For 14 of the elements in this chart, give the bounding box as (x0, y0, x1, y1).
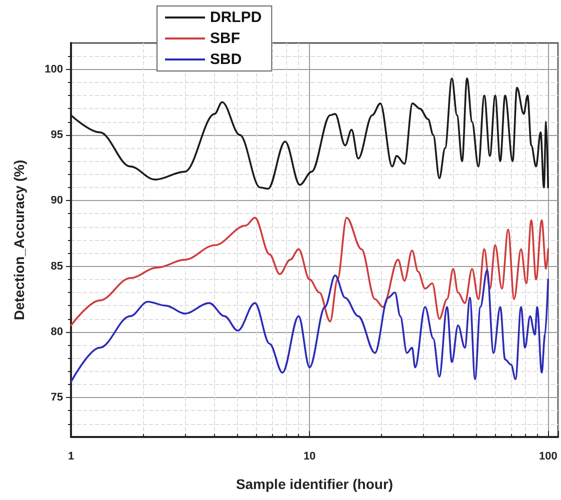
legend-label: SBD (210, 51, 242, 68)
legend-label: DRLPD (210, 9, 262, 26)
y-tick-label: 90 (50, 194, 63, 207)
x-axis-title: Sample identifier (hour) (236, 476, 394, 492)
y-tick-label: 95 (50, 128, 63, 141)
x-tick-label: 100 (538, 450, 558, 462)
y-tick-label: 85 (50, 260, 63, 272)
x-tick-label: 10 (303, 450, 316, 462)
x-tick-label: 1 (68, 450, 74, 462)
legend-label: SBF (210, 30, 240, 47)
y-tick-label: 75 (50, 392, 63, 404)
y-axis-title: Detection_Accuracy (%) (11, 160, 27, 320)
y-tick-label: 100 (44, 63, 63, 76)
y-tick-label: 80 (50, 326, 63, 338)
